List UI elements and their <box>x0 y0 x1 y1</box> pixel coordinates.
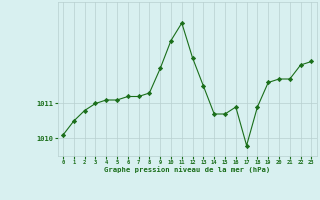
X-axis label: Graphe pression niveau de la mer (hPa): Graphe pression niveau de la mer (hPa) <box>104 167 270 173</box>
